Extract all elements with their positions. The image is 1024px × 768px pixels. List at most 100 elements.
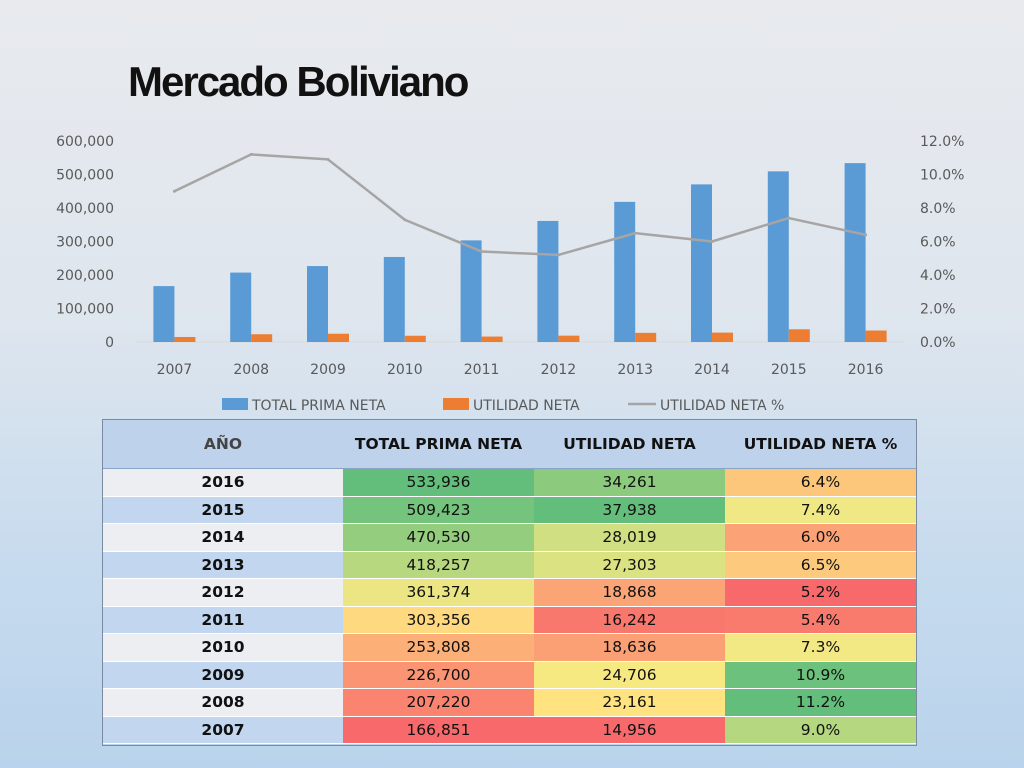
bar-total-prima-neta: [153, 286, 175, 342]
table-row: 2013 418,257 27,303 6.5%: [103, 551, 916, 579]
y2-tick-label: 8.0%: [920, 201, 956, 217]
bar-utilidad-neta: [404, 335, 426, 342]
bar-utilidad-neta: [174, 336, 196, 342]
table-row: 2007 166,851 14,956 9.0%: [103, 716, 916, 744]
bar-total-prima-neta: [307, 266, 328, 342]
table-cell-total-prima-neta: 418,257: [343, 551, 534, 579]
bar-utilidad-neta: [788, 329, 810, 342]
line-point: [172, 189, 176, 193]
line-point: [864, 233, 868, 237]
table-row: 2015 509,423 37,938 7.4%: [103, 496, 916, 524]
bar-utilidad-neta: [481, 336, 503, 342]
bar-utilidad-neta: [635, 332, 657, 342]
x-tick-label: 2015: [771, 362, 807, 378]
x-tick-label: 2013: [617, 362, 653, 378]
y2-tick-label: 10.0%: [920, 168, 964, 184]
line-utilidad-neta-pct: [173, 153, 866, 257]
table-cell-total-prima-neta: 533,936: [343, 468, 534, 497]
table-row: 2016 533,936 34,261 6.4%: [103, 468, 916, 497]
table-cell-utilidad-neta: 28,019: [534, 523, 725, 552]
table-cell-utilidad-neta-pct: 5.2%: [725, 578, 916, 607]
line-point: [480, 250, 484, 254]
table-cell-year: 2016: [103, 468, 343, 497]
table-cell-utilidad-neta-pct: 6.0%: [725, 523, 916, 552]
y-tick-label: 200,000: [56, 268, 114, 284]
line-point: [249, 152, 253, 156]
bar-total-prima-neta: [691, 184, 712, 342]
line-point: [633, 231, 637, 235]
legend-label: UTILIDAD NETA: [473, 398, 580, 414]
y2-tick-label: 2.0%: [920, 302, 956, 318]
y2-tick-label: 0.0%: [920, 335, 956, 351]
table-cell-year: 2010: [103, 633, 343, 662]
bar-utilidad-neta: [712, 332, 733, 342]
bar-total-prima-neta: [230, 272, 252, 342]
table-header-row: AÑO TOTAL PRIMA NETA UTILIDAD NETA UTILI…: [103, 420, 916, 469]
bar-total-prima-neta: [537, 220, 559, 342]
table-cell-utilidad-neta-pct: 11.2%: [725, 688, 916, 717]
table-cell-year: 2007: [103, 716, 343, 744]
y-tick-label: 400,000: [56, 201, 114, 217]
table-row: 2008 207,220 23,161 11.2%: [103, 688, 916, 717]
table-cell-year: 2011: [103, 606, 343, 634]
table-cell-total-prima-neta: 253,808: [343, 633, 534, 662]
table-cell-total-prima-neta: 226,700: [343, 661, 534, 689]
table-row: 2012 361,374 18,868 5.2%: [103, 578, 916, 607]
line-point: [710, 240, 714, 243]
y-tick-label: 100,000: [56, 302, 114, 318]
table-cell-utilidad-neta-pct: 5.4%: [725, 606, 916, 634]
table-cell-year: 2009: [103, 661, 343, 689]
header-utilidad-neta: UTILIDAD NETA: [534, 420, 725, 469]
header-utilidad-neta-pct: UTILIDAD NETA %: [725, 420, 916, 469]
table-cell-utilidad-neta: 34,261: [534, 468, 725, 497]
table-cell-utilidad-neta-pct: 9.0%: [725, 716, 916, 744]
table-cell-utilidad-neta: 16,242: [534, 606, 725, 634]
table-cell-total-prima-neta: 361,374: [343, 578, 534, 607]
table-cell-utilidad-neta: 18,868: [534, 578, 725, 607]
bar-utilidad-neta: [251, 334, 273, 342]
x-tick-label: 2010: [387, 362, 423, 378]
table-cell-utilidad-neta: 37,938: [534, 496, 725, 524]
bar-total-prima-neta: [383, 256, 405, 342]
y2-tick-label: 12.0%: [920, 134, 964, 150]
bar-utilidad-neta: [865, 330, 887, 342]
legend-label: UTILIDAD NETA %: [660, 398, 784, 414]
line-point: [787, 216, 791, 220]
y-tick-label: 500,000: [56, 168, 114, 184]
table-cell-total-prima-neta: 166,851: [343, 716, 534, 744]
table-cell-utilidad-neta-pct: 10.9%: [725, 661, 916, 689]
line-point: [556, 253, 560, 257]
table-cell-total-prima-neta: 470,530: [343, 523, 534, 552]
y2-tick-label: 4.0%: [920, 268, 956, 284]
header-total-prima-neta: TOTAL PRIMA NETA: [343, 420, 534, 469]
table-cell-year: 2013: [103, 551, 343, 579]
table-row: 2014 470,530 28,019 6.0%: [103, 523, 916, 552]
line-point: [326, 157, 330, 161]
table-cell-utilidad-neta-pct: 7.4%: [725, 496, 916, 524]
x-tick-label: 2007: [157, 362, 193, 378]
table-cell-year: 2015: [103, 496, 343, 524]
header-year: AÑO: [103, 420, 343, 469]
x-tick-label: 2011: [464, 362, 500, 378]
table-cell-utilidad-neta: 18,636: [534, 633, 725, 662]
table-cell-utilidad-neta-pct: 7.3%: [725, 633, 916, 662]
table-row: 2010 253,808 18,636 7.3%: [103, 633, 916, 662]
table-cell-year: 2014: [103, 523, 343, 552]
bar-total-prima-neta: [614, 201, 636, 342]
table-row: 2011 303,356 16,242 5.4%: [103, 606, 916, 634]
x-tick-label: 2014: [694, 362, 730, 378]
table-cell-year: 2008: [103, 688, 343, 717]
y-tick-label: 300,000: [56, 235, 114, 251]
legend-swatch: [443, 398, 469, 410]
table-cell-total-prima-neta: 303,356: [343, 606, 534, 634]
line-point: [403, 218, 407, 222]
bar-total-prima-neta: [767, 171, 789, 342]
table-cell-utilidad-neta: 23,161: [534, 688, 725, 717]
x-tick-label: 2012: [541, 362, 577, 378]
table-cell-utilidad-neta: 14,956: [534, 716, 725, 744]
table-cell-utilidad-neta-pct: 6.5%: [725, 551, 916, 579]
x-tick-label: 2016: [848, 362, 884, 378]
y2-tick-label: 6.0%: [920, 235, 956, 251]
legend-swatch: [222, 398, 248, 410]
table-row: 2009 226,700 24,706 10.9%: [103, 661, 916, 689]
